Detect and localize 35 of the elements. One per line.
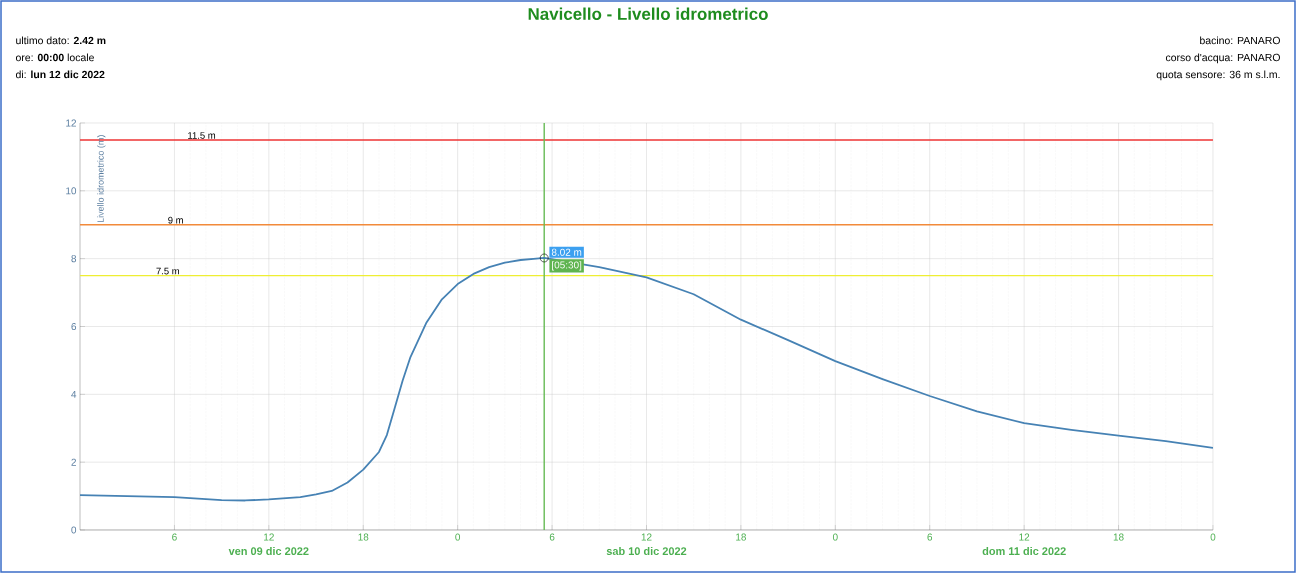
annotation: 8.02 m — [551, 248, 582, 256]
annotation: [05:30] — [552, 261, 582, 271]
text: ore: 00:00 locale — [15, 53, 94, 62]
x-tick-label: 0 — [455, 533, 461, 541]
text: bacino: PANARO — [1200, 36, 1280, 45]
x-tick-label: 18 — [1113, 533, 1124, 541]
y-tick-label: 10 — [66, 187, 77, 195]
x-tick-label: 18 — [736, 533, 747, 541]
text: ven 09 dic 2022 — [228, 546, 309, 556]
text: ultimo dato: 2.42 m — [16, 36, 106, 45]
text: quota sensore: 36 m s.l.m. — [1156, 70, 1280, 81]
y-tick-label: 0 — [71, 526, 77, 534]
text: sab 10 dic 2022 — [606, 546, 687, 556]
y-tick-label: 6 — [71, 322, 77, 331]
ref-line-label: 7.5 m — [156, 267, 179, 275]
ref-line-label: 11.5 m — [188, 132, 216, 139]
x-tick-label: 0 — [1210, 533, 1216, 541]
x-tick-label: 6 — [549, 533, 555, 541]
chart-title: Navicello - Livello idrometrico — [528, 7, 768, 20]
y-tick-label: 8 — [71, 255, 77, 263]
x-tick-label: 18 — [358, 533, 369, 541]
x-tick-label: 12 — [264, 533, 274, 541]
x-tick-label: 6 — [927, 533, 933, 541]
text: di: lun 12 dic 2022 — [15, 70, 105, 79]
x-tick-label: 12 — [641, 533, 652, 541]
text: dom 11 dic 2022 — [982, 546, 1066, 556]
y-tick-label: 12 — [66, 119, 76, 127]
y-tick-label: 2 — [71, 458, 76, 466]
x-tick-label: 6 — [172, 533, 177, 541]
x-tick-label: 0 — [832, 533, 838, 541]
ref-line-label: 9 m — [168, 216, 183, 224]
text: corso d'acqua: PANARO — [1165, 53, 1280, 64]
y-axis-title: Livello idrometrico (m) — [97, 135, 106, 223]
y-tick-label: 4 — [71, 390, 77, 398]
x-tick-label: 12 — [1019, 533, 1030, 541]
